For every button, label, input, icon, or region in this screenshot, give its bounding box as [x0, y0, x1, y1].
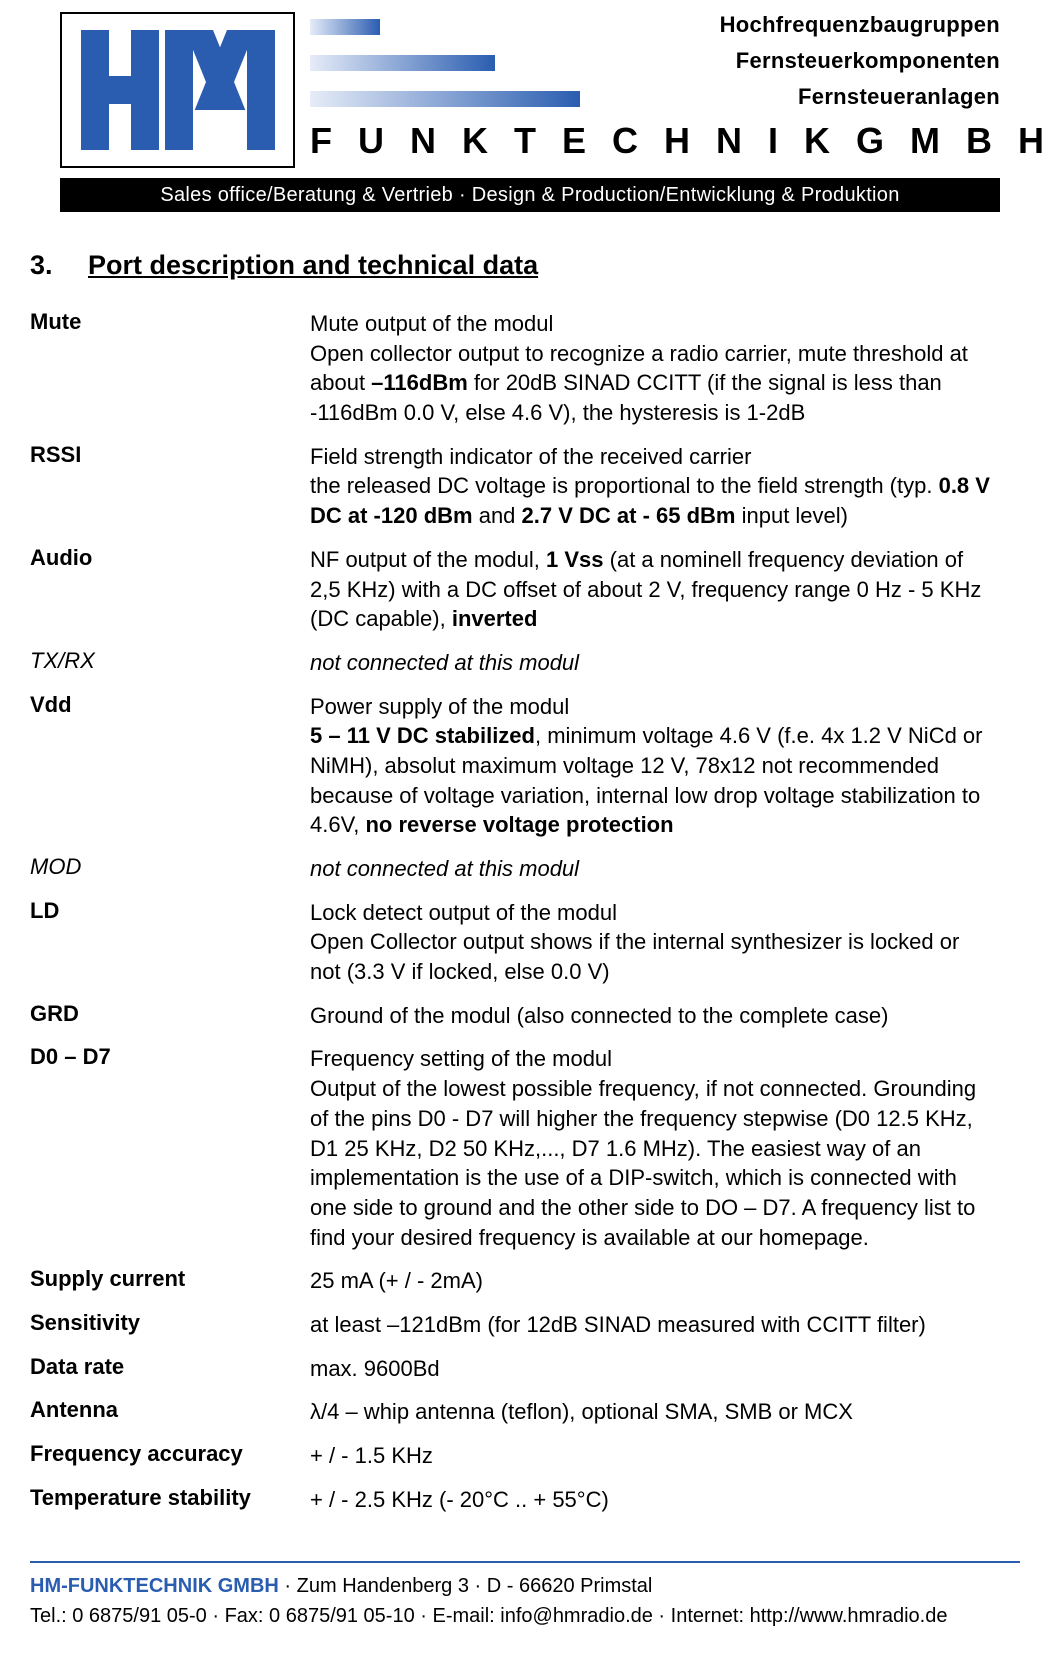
spec-row: Sensitivityat least –121dBm (for 12dB SI… [30, 1310, 990, 1340]
tagline-1: Hochfrequenzbaugruppen [720, 12, 1000, 38]
footer: HM-FUNKTECHNIK GMBH · Zum Handenberg 3 ·… [30, 1561, 1020, 1631]
spec-description: λ/4 – whip antenna (teflon), optional SM… [310, 1397, 990, 1427]
spec-row: Antennaλ/4 – whip antenna (teflon), opti… [30, 1397, 990, 1427]
spec-label: Data rate [30, 1354, 310, 1384]
spec-description: Frequency setting of the modulOutput of … [310, 1044, 990, 1252]
logo-letter-m [165, 30, 275, 150]
spec-description: not connected at this modul [310, 648, 990, 678]
spec-row: LDLock detect output of the modulOpen Co… [30, 898, 990, 987]
spec-description: Ground of the modul (also connected to t… [310, 1001, 990, 1031]
spec-label: Audio [30, 545, 310, 634]
spec-label: GRD [30, 1001, 310, 1031]
spec-row: TX/RXnot connected at this modul [30, 648, 990, 678]
content: 3.Port description and technical data Mu… [0, 250, 1020, 1528]
spec-table: MuteMute output of the modulOpen collect… [30, 309, 990, 1514]
spec-row: VddPower supply of the modul5 – 11 V DC … [30, 692, 990, 840]
spec-description: Mute output of the modulOpen collector o… [310, 309, 990, 428]
spec-label: TX/RX [30, 648, 310, 678]
spec-description: max. 9600Bd [310, 1354, 990, 1384]
footer-address: · Zum Handenberg 3 · D - 66620 Primstal [279, 1575, 653, 1597]
tagline-bar-2 [310, 55, 495, 71]
spec-label: Frequency accuracy [30, 1441, 310, 1471]
spec-description: NF output of the modul, 1 Vss (at a nomi… [310, 545, 990, 634]
section-title: Port description and technical data [88, 250, 538, 280]
spec-description: + / - 1.5 KHz [310, 1441, 990, 1471]
spec-description: 25 mA (+ / - 2mA) [310, 1266, 990, 1296]
footer-line-1: HM-FUNKTECHNIK GMBH · Zum Handenberg 3 ·… [30, 1571, 1020, 1601]
spec-label: Mute [30, 309, 310, 428]
spec-label: Supply current [30, 1266, 310, 1296]
spec-row: AudioNF output of the modul, 1 Vss (at a… [30, 545, 990, 634]
spec-row: D0 – D7Frequency setting of the modulOut… [30, 1044, 990, 1252]
section-heading: 3.Port description and technical data [30, 250, 990, 281]
spec-label: D0 – D7 [30, 1044, 310, 1252]
spec-row: MODnot connected at this modul [30, 854, 990, 884]
spec-row: Temperature stability+ / - 2.5 KHz (- 20… [30, 1485, 990, 1515]
tagline-bar-3 [310, 91, 580, 107]
spec-description: Power supply of the modul5 – 11 V DC sta… [310, 692, 990, 840]
hm-logo [60, 12, 295, 168]
footer-line-2: Tel.: 0 6875/91 05-0 · Fax: 0 6875/91 05… [30, 1601, 1020, 1631]
spec-description: Lock detect output of the modulOpen Coll… [310, 898, 990, 987]
spec-row: RSSIField strength indicator of the rece… [30, 442, 990, 531]
footer-company: HM-FUNKTECHNIK GMBH [30, 1575, 279, 1597]
spec-label: Vdd [30, 692, 310, 840]
tagline-2: Fernsteuerkomponenten [736, 48, 1000, 74]
services-strip: Sales office/Beratung & Vertrieb · Desig… [60, 178, 1000, 212]
spec-label: Temperature stability [30, 1485, 310, 1515]
spec-label: Antenna [30, 1397, 310, 1427]
company-name: F U N K T E C H N I K G M B H [310, 120, 1000, 162]
tagline-bar-1 [310, 19, 380, 35]
spec-row: Frequency accuracy+ / - 1.5 KHz [30, 1441, 990, 1471]
section-number: 3. [30, 250, 88, 281]
spec-description: + / - 2.5 KHz (- 20°C .. + 55°C) [310, 1485, 990, 1515]
spec-label: LD [30, 898, 310, 987]
spec-label: RSSI [30, 442, 310, 531]
spec-description: Field strength indicator of the received… [310, 442, 990, 531]
tagline-3: Fernsteueranlagen [798, 84, 1000, 110]
header-right: Hochfrequenzbaugruppen Fernsteuerkompone… [310, 12, 1000, 162]
spec-row: GRDGround of the modul (also connected t… [30, 1001, 990, 1031]
spec-row: Supply current25 mA (+ / - 2mA) [30, 1266, 990, 1296]
spec-row: Data ratemax. 9600Bd [30, 1354, 990, 1384]
spec-label: MOD [30, 854, 310, 884]
logo-letter-h [81, 30, 159, 150]
spec-row: MuteMute output of the modulOpen collect… [30, 309, 990, 428]
spec-label: Sensitivity [30, 1310, 310, 1340]
spec-description: at least –121dBm (for 12dB SINAD measure… [310, 1310, 990, 1340]
spec-description: not connected at this modul [310, 854, 990, 884]
